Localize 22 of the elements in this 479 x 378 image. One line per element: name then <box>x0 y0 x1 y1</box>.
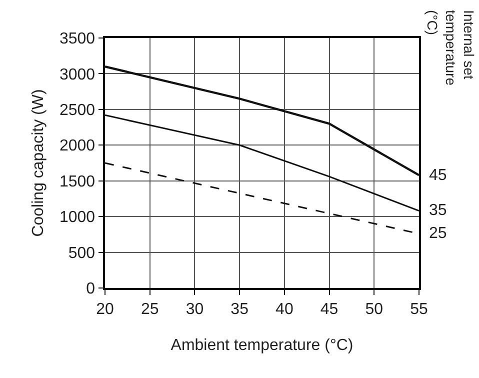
x-tick-label: 55 <box>410 300 428 318</box>
series-label: 25 <box>429 225 447 242</box>
x-axis-title: Ambient temperature (°C) <box>170 337 354 354</box>
y-tick-label: 2000 <box>59 138 96 155</box>
series-label: 35 <box>429 202 447 219</box>
x-tick-label: 20 <box>96 300 114 318</box>
y-tick-label: 1500 <box>59 173 96 190</box>
legend-title: Internal set temperature (°C) <box>424 10 477 86</box>
x-tick-label: 25 <box>140 300 159 318</box>
series-label: 45 <box>429 167 447 184</box>
y-tick-label: 0 <box>86 280 96 298</box>
y-tick-label: 2500 <box>59 102 96 120</box>
y-tick-label: 1000 <box>59 209 96 226</box>
y-tick-label: 3500 <box>59 30 96 48</box>
y-tick-label: 500 <box>68 244 96 262</box>
y-tick-label: 3000 <box>59 66 96 84</box>
x-tick-label: 45 <box>320 300 338 318</box>
x-tick-label: 30 <box>186 300 204 318</box>
x-tick-label: 35 <box>230 300 249 318</box>
y-axis-title: Cooling capacity (W) <box>30 89 47 237</box>
x-tick-label: 50 <box>365 300 384 318</box>
x-tick-label: 40 <box>276 300 294 318</box>
